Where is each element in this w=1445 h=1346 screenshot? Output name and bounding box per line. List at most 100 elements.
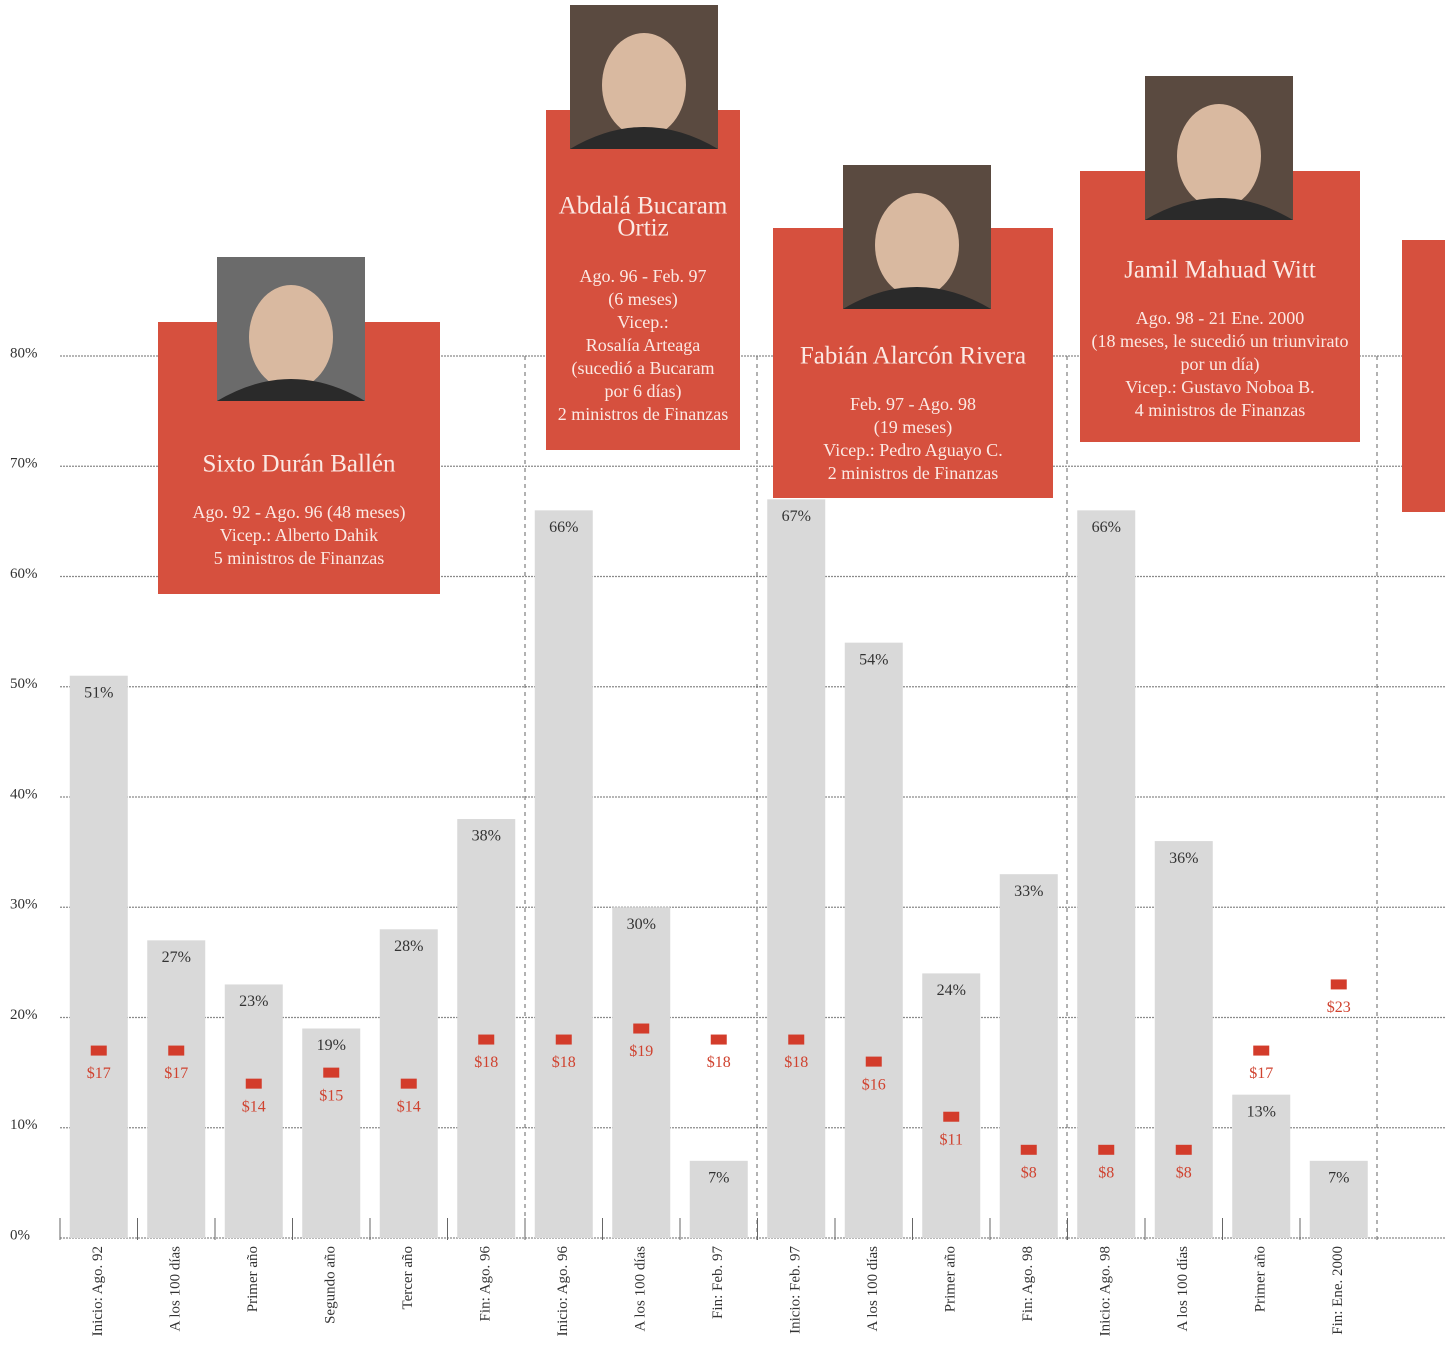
x-tick-label: Inicio: Ago. 98 <box>1098 1246 1114 1336</box>
marker-label: $18 <box>552 1054 576 1071</box>
marker <box>1253 1046 1269 1056</box>
president-detail: (18 meses, le sucedió un triunvirato <box>1092 331 1349 352</box>
photo-face <box>1177 104 1261 208</box>
marker <box>943 1112 959 1122</box>
marker <box>401 1079 417 1089</box>
marker <box>711 1035 727 1045</box>
chart: 0%10%20%30%40%50%60%70%80% 51%$17Inicio:… <box>0 0 1445 1346</box>
marker <box>246 1079 262 1089</box>
bar-value-label: 7% <box>1328 1169 1349 1186</box>
bar-value-label: 19% <box>317 1037 346 1054</box>
bar-value-label: 24% <box>937 982 966 999</box>
bar-value-label: 38% <box>472 828 501 845</box>
x-tick-label: Primer año <box>943 1246 959 1312</box>
marker-label: $8 <box>1176 1164 1192 1181</box>
x-tick-label: Inicio: Feb. 97 <box>788 1246 804 1334</box>
y-tick-label: 50% <box>10 676 38 692</box>
bar <box>457 819 515 1238</box>
y-tick-label: 70% <box>10 456 38 472</box>
x-tick-label: A los 100 días <box>865 1246 881 1332</box>
bar-value-label: 27% <box>162 949 191 966</box>
marker-label: $16 <box>862 1076 886 1093</box>
x-tick-label: A los 100 días <box>168 1246 184 1332</box>
marker-label: $17 <box>1249 1065 1273 1082</box>
x-tick-label: Inicio: Ago. 92 <box>90 1246 106 1336</box>
bar-value-label: 33% <box>1014 883 1043 900</box>
marker-label: $18 <box>707 1054 731 1071</box>
x-tick-label: A los 100 días <box>1175 1246 1191 1332</box>
marker-label: $14 <box>397 1098 421 1115</box>
marker <box>168 1046 184 1056</box>
president-detail: 2 ministros de Finanzas <box>828 463 998 483</box>
bar-value-label: 66% <box>549 519 578 536</box>
marker <box>1331 979 1347 989</box>
x-tick-label: Tercer año <box>400 1246 416 1310</box>
president-detail: (6 meses) <box>608 289 677 310</box>
marker <box>1021 1145 1037 1155</box>
president-detail: 4 ministros de Finanzas <box>1135 400 1305 420</box>
president-detail: Rosalía Arteaga <box>586 335 700 355</box>
marker <box>866 1057 882 1067</box>
marker-label: $19 <box>629 1043 653 1060</box>
president-detail: por un día) <box>1181 354 1260 375</box>
x-tick-label: Fin: Ago. 96 <box>478 1246 494 1322</box>
president-box <box>1402 240 1445 512</box>
president-detail: Ago. 98 - 21 Ene. 2000 <box>1136 308 1304 328</box>
marker <box>788 1035 804 1045</box>
president-detail: por 6 días) <box>605 381 682 402</box>
bar <box>922 973 980 1238</box>
bar-value-label: 23% <box>239 993 268 1010</box>
president-detail: Ago. 96 - Feb. 97 <box>580 266 707 286</box>
marker-label: $23 <box>1327 999 1351 1016</box>
photo-face <box>249 285 333 389</box>
bar <box>1000 874 1058 1238</box>
bar <box>70 676 128 1238</box>
y-tick-label: 20% <box>10 1007 38 1023</box>
marker-label: $17 <box>164 1065 188 1082</box>
marker <box>478 1035 494 1045</box>
bar-value-label: 7% <box>708 1169 729 1186</box>
bar <box>147 940 205 1238</box>
marker <box>633 1024 649 1034</box>
y-tick-label: 60% <box>10 566 38 582</box>
president-detail: (sucedió a Bucaram <box>572 358 715 379</box>
bar-value-label: 30% <box>627 916 656 933</box>
x-tick-label: Segundo año <box>323 1246 339 1324</box>
marker <box>91 1046 107 1056</box>
president-detail: Vicep.: <box>617 312 668 332</box>
president-detail: 2 ministros de Finanzas <box>558 404 728 424</box>
bar <box>302 1029 360 1238</box>
x-tick-label: Fin: Ago. 98 <box>1020 1246 1036 1321</box>
president-name: Sixto Durán Ballén <box>202 451 396 478</box>
y-tick-label: 0% <box>10 1227 30 1243</box>
bar-value-label: 51% <box>84 684 113 701</box>
marker-label: $17 <box>87 1065 111 1082</box>
president-detail: Vicep.: Alberto Dahik <box>220 525 378 545</box>
bar <box>845 643 903 1238</box>
bar-value-label: 54% <box>859 651 888 668</box>
y-tick-label: 30% <box>10 897 38 913</box>
y-tick-label: 80% <box>10 345 38 361</box>
marker-label: $18 <box>784 1054 808 1071</box>
bar <box>767 499 825 1238</box>
marker-label: $14 <box>242 1098 266 1115</box>
y-tick-label: 10% <box>10 1117 38 1133</box>
president-name: Jamil Mahuad Witt <box>1124 257 1316 284</box>
marker <box>1098 1145 1114 1155</box>
bar-value-label: 67% <box>782 508 811 525</box>
president-name: Ortiz <box>617 215 668 242</box>
x-tick-label: A los 100 días <box>633 1246 649 1332</box>
marker-label: $15 <box>319 1087 343 1104</box>
president-detail: Vicep.: Pedro Aguayo C. <box>823 440 1002 460</box>
marker-label: $18 <box>474 1054 498 1071</box>
bar <box>1077 510 1135 1238</box>
marker <box>323 1068 339 1078</box>
president-detail: (19 meses) <box>874 417 952 438</box>
bar-value-label: 28% <box>394 938 423 955</box>
president-name: Fabián Alarcón Rivera <box>800 343 1026 370</box>
marker <box>556 1035 572 1045</box>
x-tick-label: Fin: Feb. 97 <box>710 1246 726 1319</box>
bars: 51% $17 Inicio: Ago. 92 27% $17 A los 100 día… <box>70 499 1368 1336</box>
marker <box>1176 1145 1192 1155</box>
x-tick-label: Primer año <box>1253 1246 1269 1312</box>
